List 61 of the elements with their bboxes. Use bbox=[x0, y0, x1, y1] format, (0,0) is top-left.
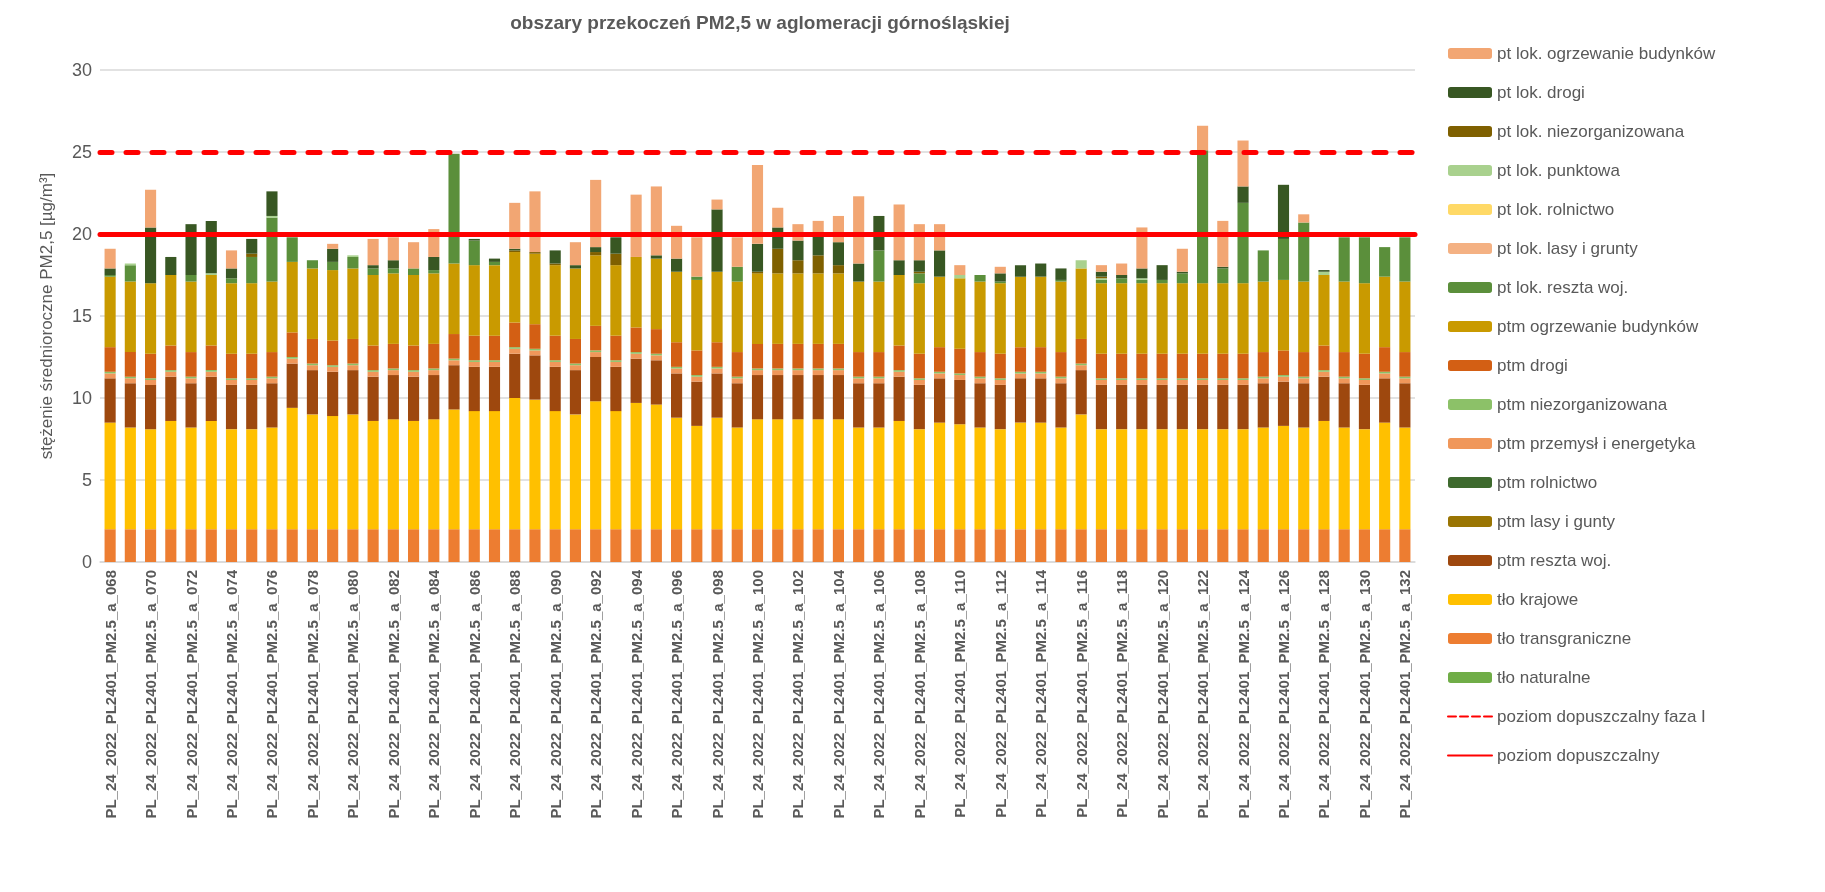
x-tick-label: PL_24_2022_PL2401_PM2.5_a_088 bbox=[506, 570, 524, 819]
legend-label: poziom dopuszczalny faza I bbox=[1497, 707, 1706, 726]
legend-label: pt lok. punktowa bbox=[1497, 161, 1621, 180]
x-tick-label: PL_24_2022_PL2401_PM2.5_a_068 bbox=[101, 570, 119, 819]
legend-label: ptm reszta woj. bbox=[1497, 551, 1612, 570]
x-tick-label: PL_24_2022_PL2401_PM2.5_a_076 bbox=[263, 570, 281, 819]
x-tick-label: PL_24_2022_PL2401_PM2.5_a_092 bbox=[587, 570, 605, 819]
x-tick-label: PL_24_2022_PL2401_PM2.5_a_110 bbox=[951, 570, 969, 818]
x-tick-label: PL_24_2022_PL2401_PM2.5_a_094 bbox=[627, 569, 645, 819]
legend-label: tło naturalne bbox=[1497, 668, 1591, 687]
legend-label: ptm rolnictwo bbox=[1497, 473, 1598, 492]
x-tick-label: PL_24_2022_PL2401_PM2.5_a_084 bbox=[425, 569, 443, 819]
y-tick-label: 25 bbox=[71, 142, 92, 162]
x-tick-label: PL_24_2022_PL2401_PM2.5_a_078 bbox=[303, 570, 321, 819]
legend-label: pt lok. niezorganizowana bbox=[1497, 122, 1685, 141]
legend-label: pt lok. drogi bbox=[1497, 83, 1585, 102]
y-tick-label: 15 bbox=[71, 306, 92, 326]
y-tick-label: 20 bbox=[71, 224, 92, 244]
x-tick-label: PL_24_2022_PL2401_PM2.5_a_072 bbox=[182, 570, 200, 819]
x-tick-label: PL_24_2022_PL2401_PM2.5_a_104 bbox=[829, 569, 847, 819]
x-tick-label: PL_24_2022_PL2401_PM2.5_a_108 bbox=[910, 570, 928, 819]
x-tick-label: PL_24_2022_PL2401_PM2.5_a_120 bbox=[1153, 570, 1171, 819]
y-axis-title: stężenie średnioroczne PM2,5 [µg/m³] bbox=[37, 172, 56, 460]
legend-label: pt lok. rolnictwo bbox=[1497, 200, 1615, 219]
legend-label: ptm lasy i gunty bbox=[1497, 512, 1616, 531]
x-tick-label: PL_24_2022_PL2401_PM2.5_a_090 bbox=[546, 570, 564, 819]
x-tick-label: PL_24_2022_PL2401_PM2.5_a_106 bbox=[870, 570, 888, 819]
y-tick-label: 5 bbox=[81, 470, 92, 490]
legend-label: pt lok. reszta woj. bbox=[1497, 278, 1629, 297]
x-tick-label: PL_24_2022_PL2401_PM2.5_a_122 bbox=[1194, 570, 1212, 819]
legend-label: tło transgraniczne bbox=[1497, 629, 1632, 648]
x-tick-label: PL_24_2022_PL2401_PM2.5_a_112 bbox=[991, 570, 1009, 818]
x-tick-label: PL_24_2022_PL2401_PM2.5_a_118 bbox=[1113, 570, 1131, 818]
x-tick-label: PL_24_2022_PL2401_PM2.5_a_132 bbox=[1396, 570, 1414, 819]
x-tick-label: PL_24_2022_PL2401_PM2.5_a_086 bbox=[465, 570, 483, 819]
chart-title: obszary przekoczeń PM2,5 w aglomeracji górnośląskiej bbox=[510, 12, 1010, 33]
legend-label: poziom dopuszczalny bbox=[1497, 746, 1661, 765]
legend-label: tło krajowe bbox=[1497, 590, 1579, 609]
legend-label: pt lok. lasy i grunty bbox=[1497, 239, 1639, 258]
legend-label: ptm ogrzewanie budynków bbox=[1497, 317, 1699, 336]
x-tick-label: PL_24_2022_PL2401_PM2.5_a_124 bbox=[1234, 569, 1252, 819]
legend-label: ptm niezorganizowana bbox=[1497, 395, 1668, 414]
x-tick-label: PL_24_2022_PL2401_PM2.5_a_130 bbox=[1355, 570, 1373, 819]
y-tick-label: 30 bbox=[71, 60, 92, 80]
x-tick-label: PL_24_2022_PL2401_PM2.5_a_100 bbox=[749, 570, 766, 819]
x-tick-label: PL_24_2022_PL2401_PM2.5_a_096 bbox=[668, 570, 686, 819]
x-tick-label: PL_24_2022_PL2401_PM2.5_a_102 bbox=[789, 570, 807, 819]
x-tick-label: PL_24_2022_PL2401_PM2.5_a_082 bbox=[384, 570, 402, 819]
y-tick-label: 10 bbox=[71, 388, 92, 408]
x-tick-label: PL_24_2022_PL2401_PM2.5_a_128 bbox=[1315, 570, 1333, 819]
x-tick-label: PL_24_2022_PL2401_PM2.5_a_070 bbox=[142, 570, 160, 819]
x-tick-label: PL_24_2022_PL2401_PM2.5_a_116 bbox=[1072, 570, 1090, 818]
x-tick-label: PL_24_2022_PL2401_PM2.5_a_114 bbox=[1032, 569, 1050, 818]
y-tick-label: 0 bbox=[81, 552, 92, 572]
x-tick-label: PL_24_2022_PL2401_PM2.5_a_098 bbox=[708, 570, 726, 819]
x-tick-label: PL_24_2022_PL2401_PM2.5_a_126 bbox=[1275, 570, 1292, 819]
legend-label: ptm drogi bbox=[1497, 356, 1568, 375]
legend-label: pt lok. ogrzewanie budynków bbox=[1497, 44, 1717, 63]
legend-label: ptm przemysł i energetyka bbox=[1497, 434, 1696, 453]
x-tick-label: PL_24_2022_PL2401_PM2.5_a_074 bbox=[223, 569, 240, 819]
x-tick-label: PL_24_2022_PL2401_PM2.5_a_080 bbox=[344, 570, 362, 819]
